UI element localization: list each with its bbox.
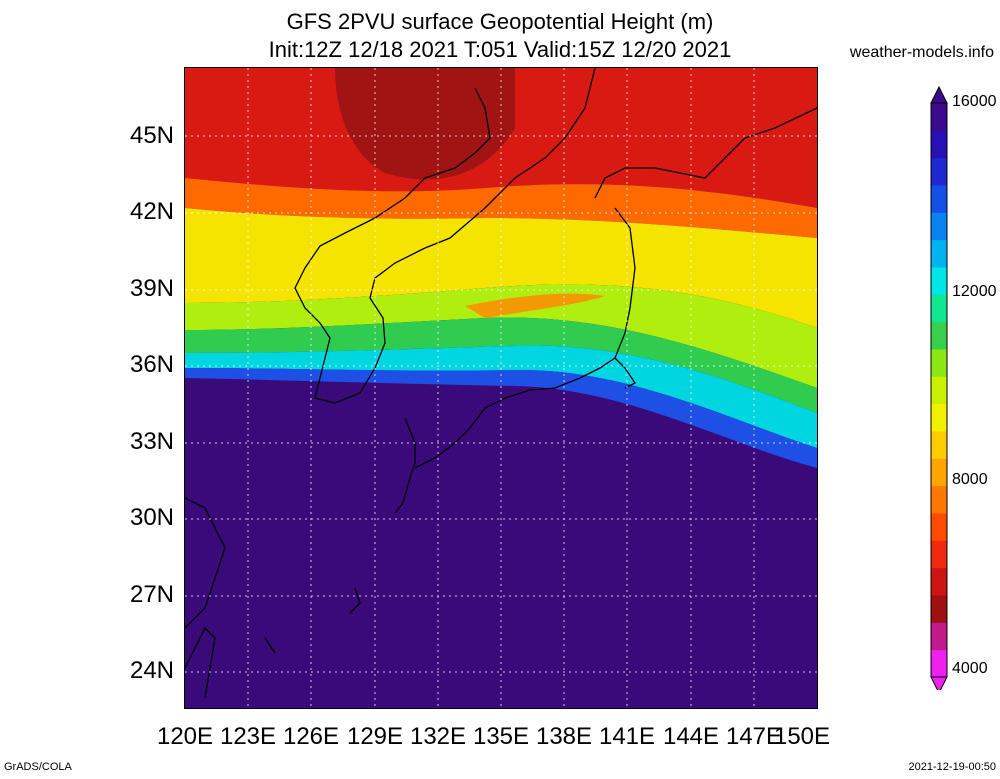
field-lightgreen bbox=[185, 284, 817, 388]
lat-label: 45N bbox=[129, 122, 174, 149]
lat-label: 42N bbox=[129, 198, 174, 225]
field-cyan bbox=[185, 345, 817, 448]
field-green bbox=[185, 317, 817, 413]
lat-label: 27N bbox=[129, 581, 174, 608]
colorbar-cell bbox=[931, 103, 947, 131]
colorbar-cell bbox=[931, 212, 947, 241]
colorbar-min-triangle bbox=[930, 676, 948, 690]
colorbar-label: 12000 bbox=[952, 283, 997, 300]
colorbar-cell bbox=[931, 540, 947, 569]
colorbar-label: 16000 bbox=[952, 93, 997, 110]
colorbar-cell bbox=[931, 485, 947, 514]
colorbar-cell bbox=[931, 513, 947, 541]
chart-subtitle: Init:12Z 12/18 2021 T:051 Valid:15Z 12/2… bbox=[268, 37, 732, 62]
colorbar-cell bbox=[931, 185, 947, 213]
lat-label: 33N bbox=[129, 428, 174, 455]
lon-label: 132E bbox=[409, 723, 467, 750]
lon-label: 141E bbox=[598, 723, 656, 750]
lon-label: 126E bbox=[282, 723, 340, 750]
colorbar-cell bbox=[931, 349, 947, 377]
lon-label: 138E bbox=[535, 723, 593, 750]
map-panel bbox=[184, 67, 818, 709]
colorbar-cell bbox=[931, 622, 947, 651]
field-darkred bbox=[335, 68, 515, 180]
timestamp-text: 2021-12-19-00:50 bbox=[908, 761, 996, 773]
colorbar-cell bbox=[931, 567, 947, 596]
lon-label: 147E bbox=[725, 723, 783, 750]
lat-label: 24N bbox=[129, 657, 174, 684]
lat-label: 39N bbox=[129, 275, 174, 302]
chart-title: GFS 2PVU surface Geopotential Height (m) bbox=[286, 9, 714, 34]
field-blue bbox=[185, 368, 817, 468]
geopotential-map bbox=[185, 68, 817, 708]
credit-text: GrADS/COLA bbox=[4, 761, 72, 773]
colorbar-cell bbox=[931, 130, 947, 159]
colorbar-label: 4000 bbox=[952, 660, 988, 677]
colorbar-cell bbox=[931, 649, 947, 678]
lat-label: 36N bbox=[129, 351, 174, 378]
colorbar-label: 8000 bbox=[952, 471, 988, 488]
site-label: weather-models.info bbox=[849, 44, 994, 61]
colorbar-max-triangle bbox=[930, 85, 948, 104]
colorbar-cell bbox=[931, 458, 947, 487]
colorbar-cell bbox=[931, 157, 947, 186]
lon-label: 150E bbox=[773, 723, 831, 750]
colorbar-cell bbox=[931, 321, 947, 350]
colorbar-cell bbox=[931, 267, 947, 295]
graticule bbox=[185, 68, 817, 708]
colorbar-cells bbox=[930, 85, 948, 690]
lon-label: 129E bbox=[346, 723, 404, 750]
lat-label: 30N bbox=[129, 504, 174, 531]
lon-label: 123E bbox=[219, 723, 277, 750]
colorbar-frame bbox=[930, 102, 948, 678]
coastline bbox=[185, 68, 817, 699]
colorbar-cell bbox=[931, 403, 947, 432]
colorbar bbox=[930, 85, 948, 690]
field-orange-streak bbox=[465, 293, 605, 318]
lon-label: 144E bbox=[662, 723, 720, 750]
lon-label: 120E bbox=[156, 723, 214, 750]
colorbar-cell bbox=[931, 239, 947, 268]
colorbar-cell bbox=[931, 431, 947, 459]
lon-label: 135E bbox=[472, 723, 530, 750]
colorbar-cell bbox=[931, 595, 947, 623]
colorbar-cell bbox=[931, 376, 947, 405]
colorbar-cell bbox=[931, 294, 947, 323]
